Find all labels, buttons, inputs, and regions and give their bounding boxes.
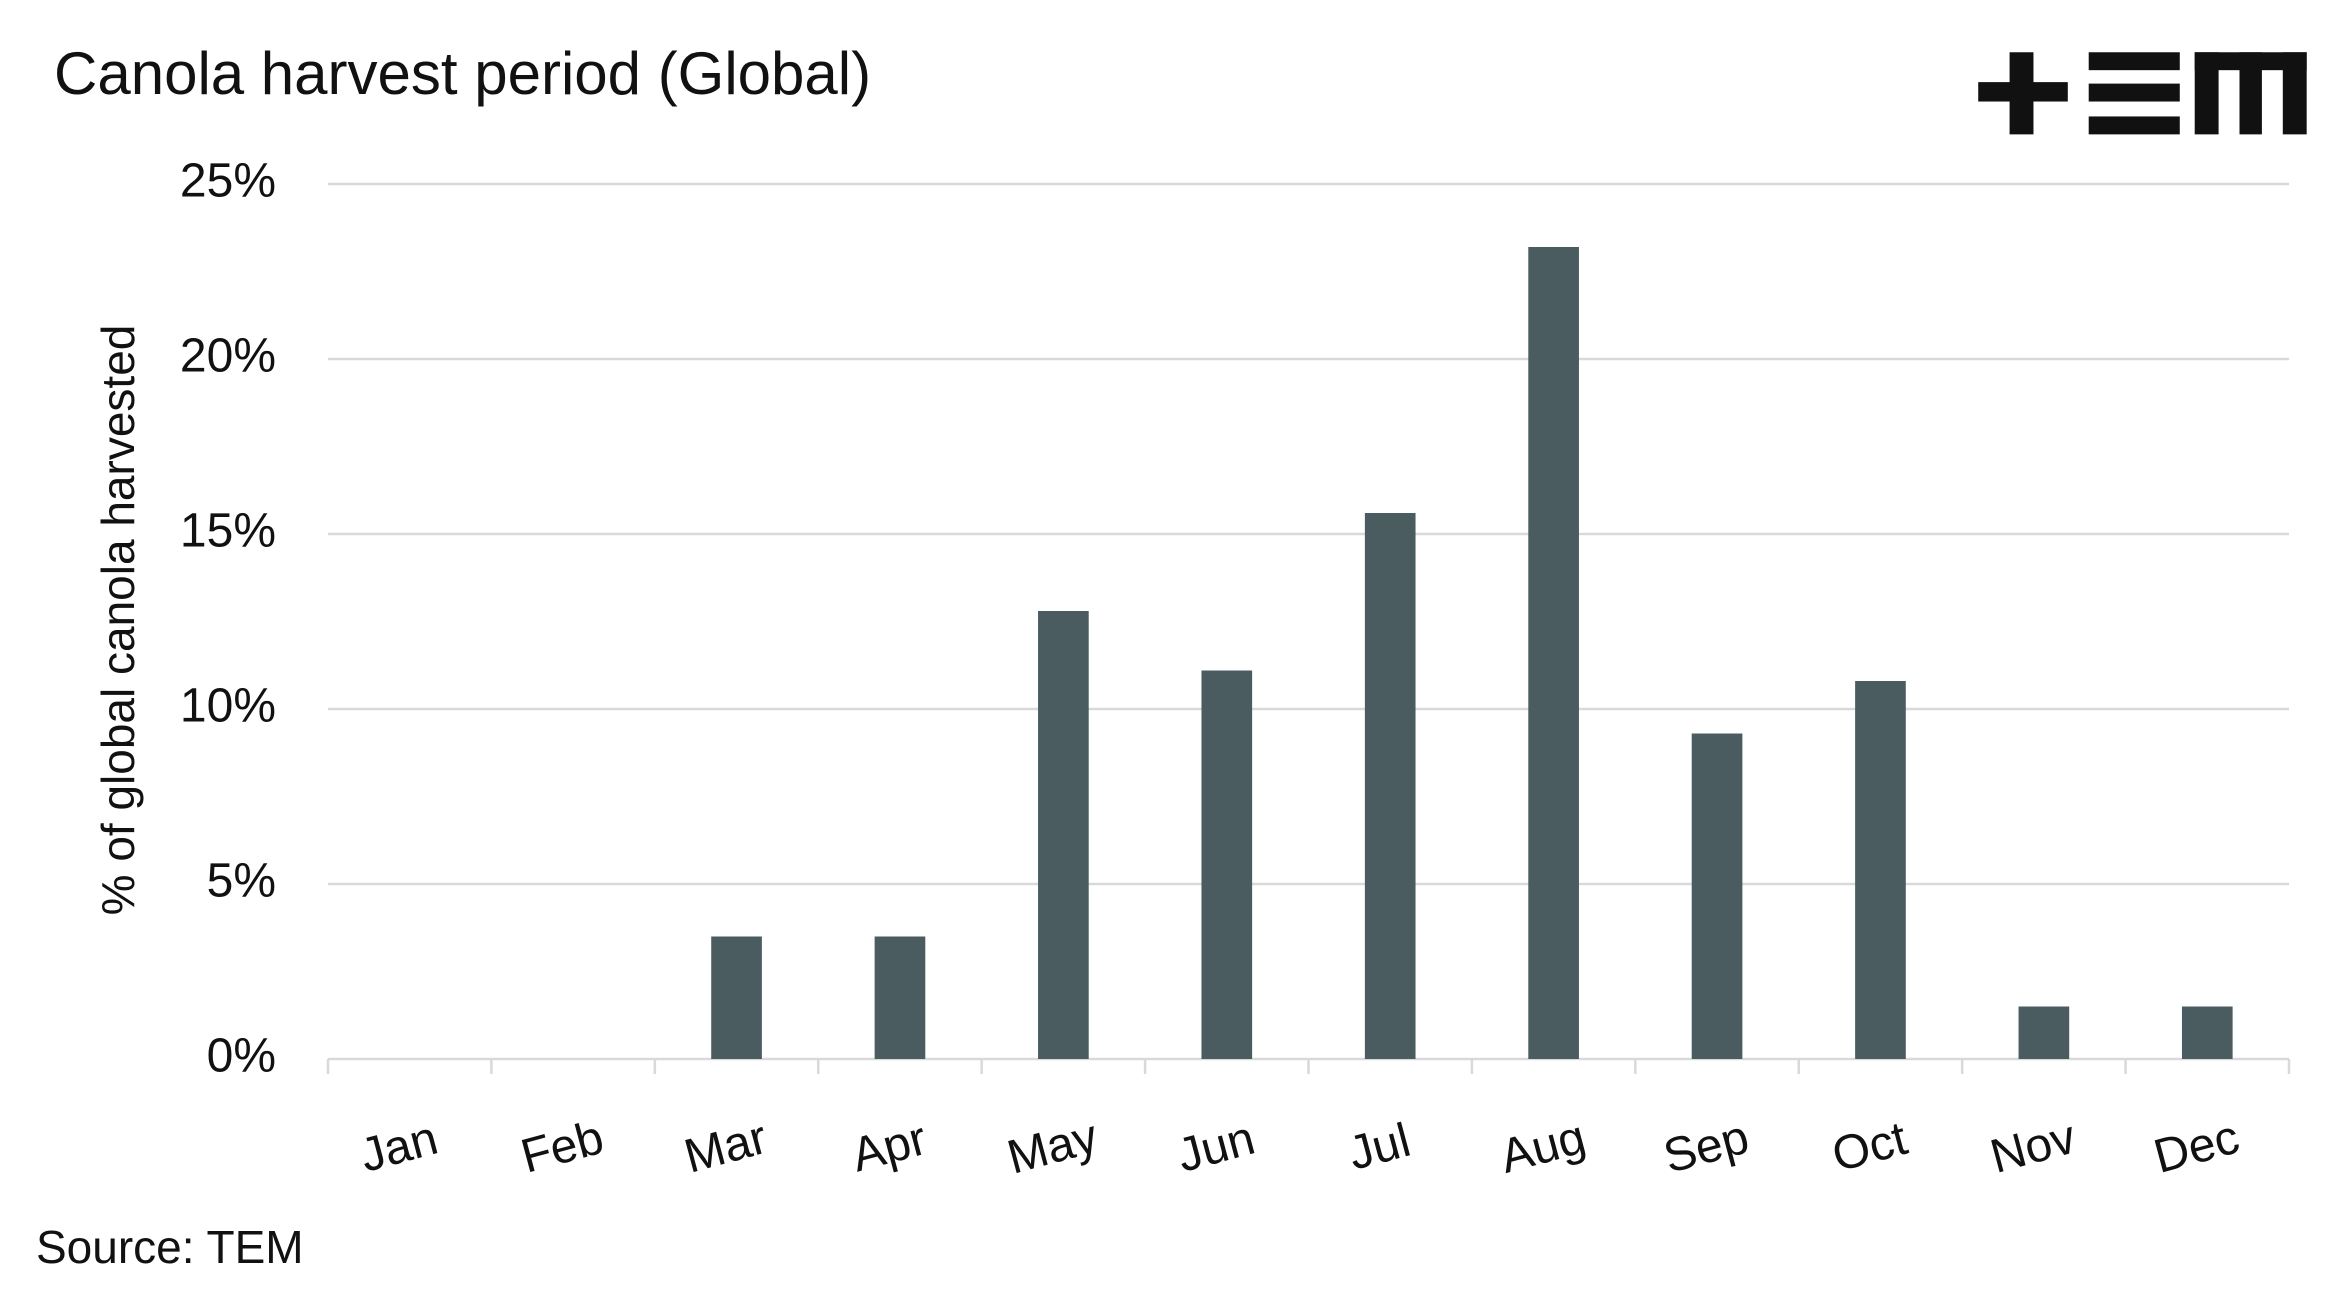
bar <box>1691 733 1743 1059</box>
bar <box>1855 681 1906 1059</box>
bar <box>2018 1006 2070 1059</box>
logo <box>1978 52 2307 135</box>
bar <box>1528 247 1579 1059</box>
source: Source: TEM <box>36 1221 304 1273</box>
y-tick-label: 10% <box>180 680 276 733</box>
bar <box>711 936 762 1059</box>
x-tick-label: Feb <box>516 1111 610 1184</box>
bar <box>2181 1006 2233 1059</box>
x-tick-label: Nov <box>1985 1111 2081 1184</box>
x-tick-label: Jun <box>1172 1112 1260 1183</box>
bar <box>1038 611 1089 1059</box>
y-tick-label: 20% <box>180 330 276 383</box>
x-tick-label: May <box>1002 1110 1103 1185</box>
y-tick-label: 0% <box>207 1030 276 1083</box>
x-tick-label: Jul <box>1343 1114 1416 1181</box>
y-tick-label: 25% <box>180 155 276 208</box>
x-tick-label: Dec <box>2148 1111 2244 1184</box>
y-tick-label: 15% <box>180 505 276 558</box>
bar <box>1201 670 1253 1059</box>
chart-title: Canola harvest period (Global) <box>54 40 871 107</box>
y-axis-title: % of global canola harvested <box>92 325 144 916</box>
bar <box>1364 513 1416 1059</box>
x-tick-label: Oct <box>1827 1112 1913 1183</box>
x-tick-label: Apr <box>846 1112 932 1183</box>
x-tick-label: Jan <box>355 1112 443 1183</box>
x-tick-label: Aug <box>1495 1111 1591 1184</box>
y-tick-label: 5% <box>207 855 276 908</box>
x-tick-label: Mar <box>679 1111 773 1184</box>
x-tick-label: Sep <box>1658 1111 1754 1184</box>
bar <box>874 936 926 1059</box>
